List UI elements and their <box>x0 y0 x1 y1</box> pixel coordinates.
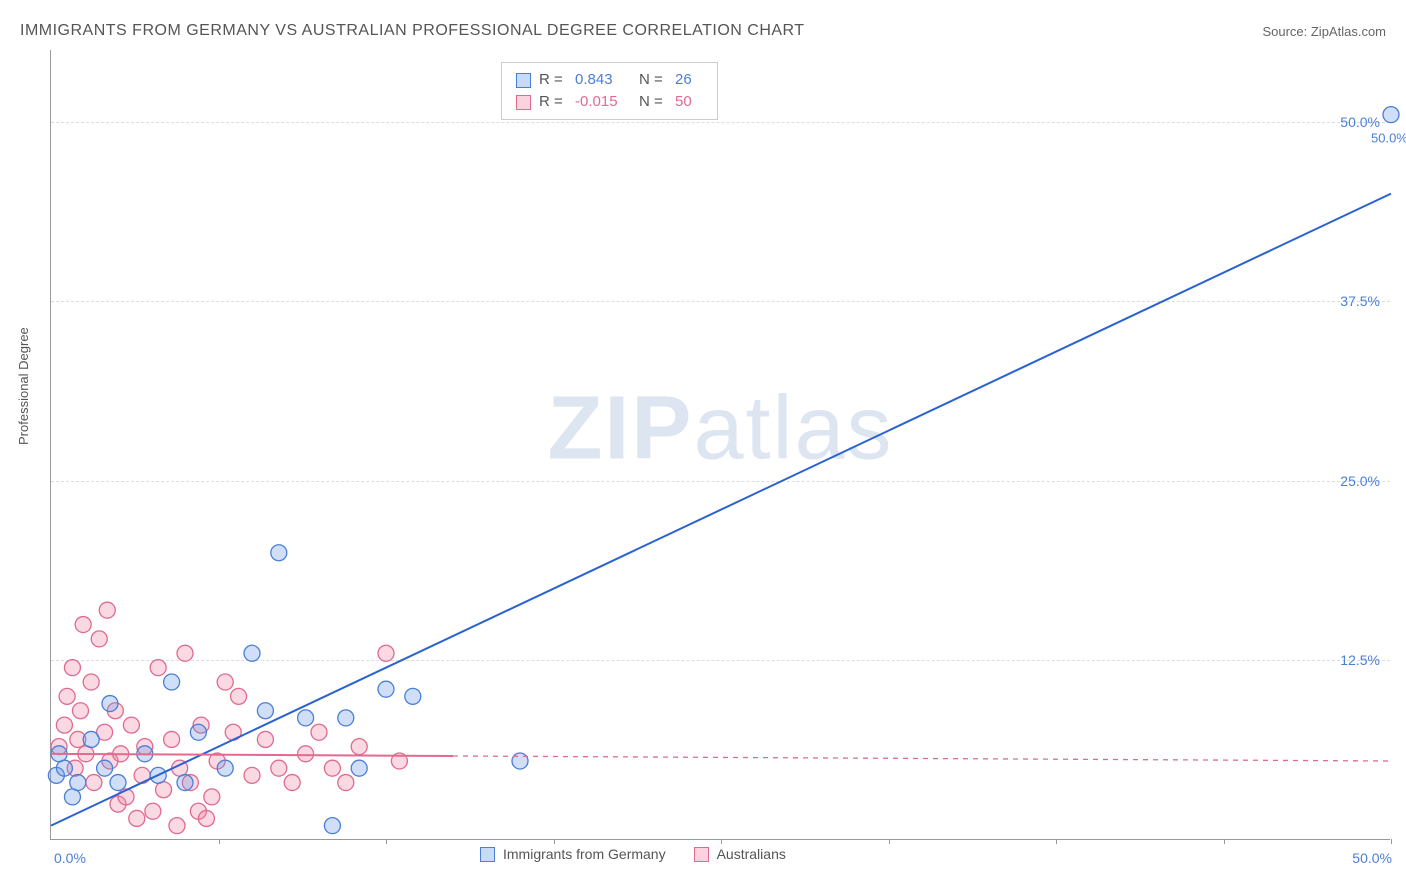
point-label: 50.0% <box>1371 131 1406 146</box>
scatter-point-pink <box>244 767 260 783</box>
swatch-pink-icon <box>694 847 709 862</box>
legend-pink-label: Australians <box>717 846 786 862</box>
scatter-point-blue <box>217 760 233 776</box>
scatter-point-blue <box>97 760 113 776</box>
scatter-point-blue <box>110 775 126 791</box>
scatter-point-blue <box>338 710 354 726</box>
scatter-point-blue <box>378 681 394 697</box>
regression-line-blue <box>51 194 1391 826</box>
x-axis-max-label: 50.0% <box>1352 850 1392 866</box>
scatter-point-pink <box>324 760 340 776</box>
x-tick <box>386 839 387 844</box>
scatter-point-pink <box>338 775 354 791</box>
source-attribution: Source: ZipAtlas.com <box>1262 24 1386 39</box>
scatter-point-pink <box>99 602 115 618</box>
scatter-point-pink <box>75 617 91 633</box>
x-tick <box>889 839 890 844</box>
legend-series-bottom: Immigrants from Germany Australians <box>480 846 786 862</box>
scatter-point-blue <box>102 696 118 712</box>
scatter-point-blue <box>271 545 287 561</box>
x-tick <box>219 839 220 844</box>
legend-item-blue: Immigrants from Germany <box>480 846 666 862</box>
x-tick <box>554 839 555 844</box>
scatter-point-blue <box>351 760 367 776</box>
scatter-point-blue <box>512 753 528 769</box>
legend-item-pink: Australians <box>694 846 786 862</box>
scatter-point-pink <box>150 660 166 676</box>
scatter-point-pink <box>64 660 80 676</box>
scatter-point-pink <box>56 717 72 733</box>
x-tick <box>1391 839 1392 844</box>
scatter-point-blue <box>56 760 72 776</box>
scatter-point-blue <box>70 775 86 791</box>
scatter-point-pink <box>169 818 185 834</box>
scatter-point-blue <box>1383 107 1399 123</box>
scatter-svg: 50.0% <box>51 50 1390 839</box>
scatter-point-pink <box>298 746 314 762</box>
scatter-point-blue <box>83 731 99 747</box>
scatter-point-blue <box>244 645 260 661</box>
scatter-point-pink <box>91 631 107 647</box>
scatter-point-pink <box>83 674 99 690</box>
legend-blue-label: Immigrants from Germany <box>503 846 666 862</box>
scatter-point-blue <box>298 710 314 726</box>
scatter-point-pink <box>86 775 102 791</box>
scatter-point-pink <box>123 717 139 733</box>
scatter-point-blue <box>257 703 273 719</box>
scatter-point-pink <box>129 810 145 826</box>
x-tick <box>721 839 722 844</box>
scatter-point-pink <box>145 803 161 819</box>
x-axis-origin-label: 0.0% <box>54 850 86 866</box>
scatter-point-pink <box>164 731 180 747</box>
scatter-point-blue <box>405 688 421 704</box>
chart-title: IMMIGRANTS FROM GERMANY VS AUSTRALIAN PR… <box>20 22 805 40</box>
scatter-point-pink <box>156 782 172 798</box>
scatter-point-blue <box>190 724 206 740</box>
scatter-point-pink <box>72 703 88 719</box>
scatter-point-pink <box>231 688 247 704</box>
scatter-point-pink <box>284 775 300 791</box>
y-axis-title: Professional Degree <box>16 327 31 445</box>
scatter-point-pink <box>59 688 75 704</box>
scatter-point-blue <box>164 674 180 690</box>
scatter-point-pink <box>351 739 367 755</box>
scatter-point-pink <box>177 645 193 661</box>
scatter-point-pink <box>378 645 394 661</box>
scatter-point-pink <box>311 724 327 740</box>
x-tick <box>1224 839 1225 844</box>
scatter-point-pink <box>204 789 220 805</box>
swatch-blue-icon <box>480 847 495 862</box>
scatter-point-pink <box>198 810 214 826</box>
scatter-point-pink <box>257 731 273 747</box>
scatter-point-pink <box>217 674 233 690</box>
scatter-point-blue <box>64 789 80 805</box>
scatter-point-blue <box>324 818 340 834</box>
regression-line-pink-dashed <box>453 756 1391 761</box>
scatter-point-blue <box>177 775 193 791</box>
chart-plot-area: ZIPatlas 12.5%25.0%37.5%50.0% R = 0.843 … <box>50 50 1390 840</box>
scatter-point-pink <box>271 760 287 776</box>
x-tick <box>1056 839 1057 844</box>
